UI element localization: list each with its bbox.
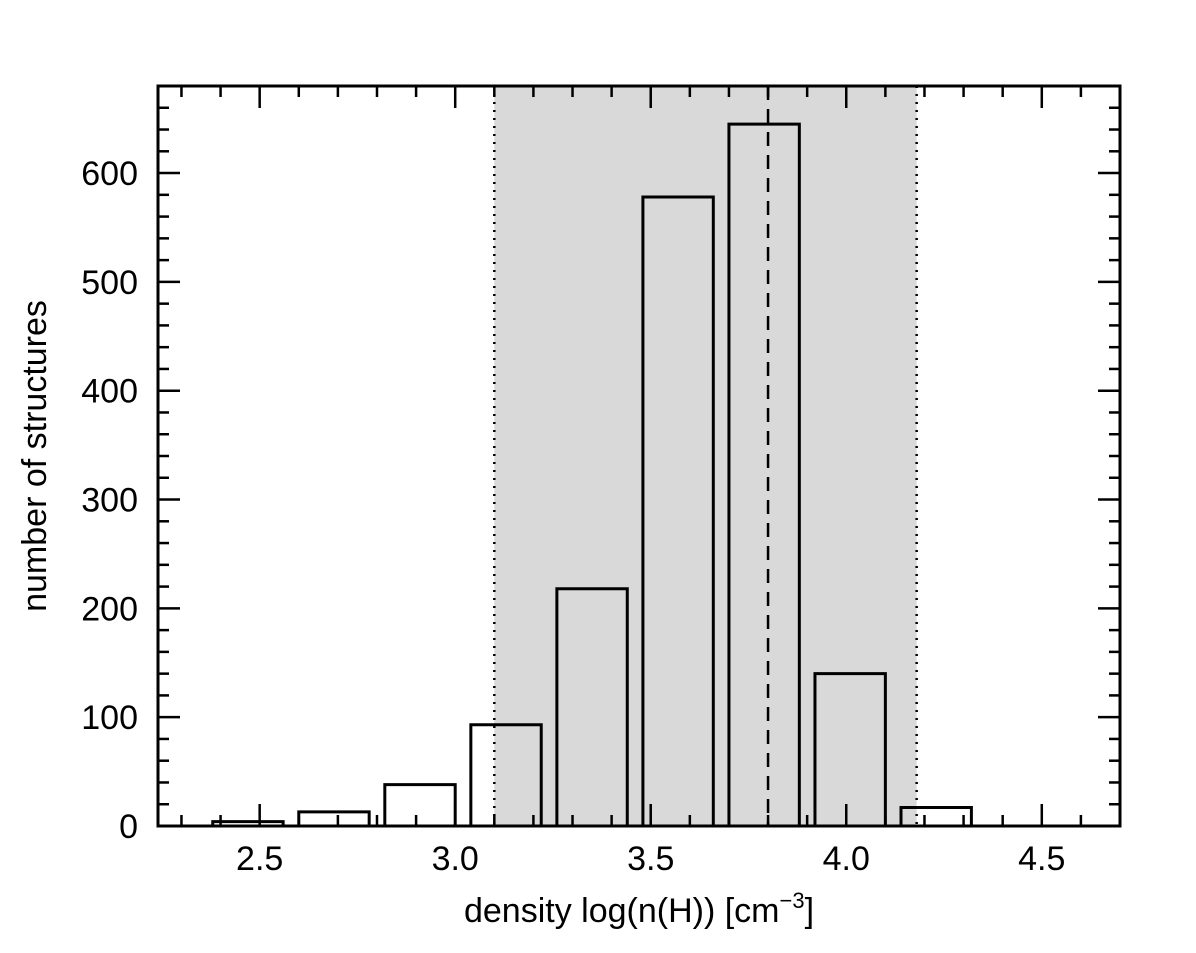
histogram-bar	[813, 672, 887, 826]
histogram-bar	[469, 723, 543, 826]
shaded-range	[494, 86, 917, 826]
x-axis-title-close: ]	[805, 892, 814, 930]
x-tick-label: 4.5	[1018, 840, 1065, 878]
x-tick-label: 3.5	[627, 840, 674, 878]
x-axis-title-main: density log(n(H)) [cm	[464, 892, 780, 930]
histogram-bar	[383, 783, 457, 826]
y-tick-label: 400	[81, 373, 138, 411]
histogram-bar	[555, 587, 629, 826]
y-tick-label: 200	[81, 590, 138, 628]
x-tick-label: 3.0	[432, 840, 479, 878]
x-axis-title-exponent: −3	[779, 888, 804, 913]
x-tick-label: 2.5	[236, 840, 283, 878]
histogram-bar	[899, 806, 973, 826]
x-axis-title: density log(n(H)) [cm−3]	[464, 888, 814, 930]
y-axis-title: number of structures	[16, 300, 54, 612]
y-tick-label: 600	[81, 155, 138, 193]
histogram-bar	[211, 820, 285, 826]
y-tick-label: 500	[81, 264, 138, 302]
y-tick-label: 0	[119, 808, 138, 846]
x-tick-label: 4.0	[823, 840, 870, 878]
histogram-bar	[727, 122, 801, 826]
histogram-bar	[297, 810, 371, 826]
y-tick-label: 300	[81, 482, 138, 520]
histogram-bar	[641, 195, 715, 826]
y-tick-label: 100	[81, 699, 138, 737]
plot-frame	[156, 84, 1122, 828]
